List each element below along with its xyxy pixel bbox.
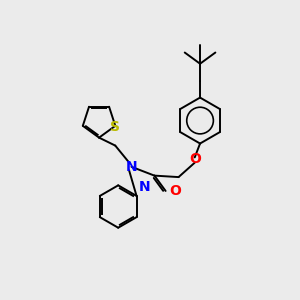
- Text: N: N: [139, 180, 151, 194]
- Text: N: N: [126, 160, 137, 174]
- Text: O: O: [189, 152, 201, 166]
- Text: S: S: [110, 120, 120, 134]
- Text: O: O: [170, 184, 182, 198]
